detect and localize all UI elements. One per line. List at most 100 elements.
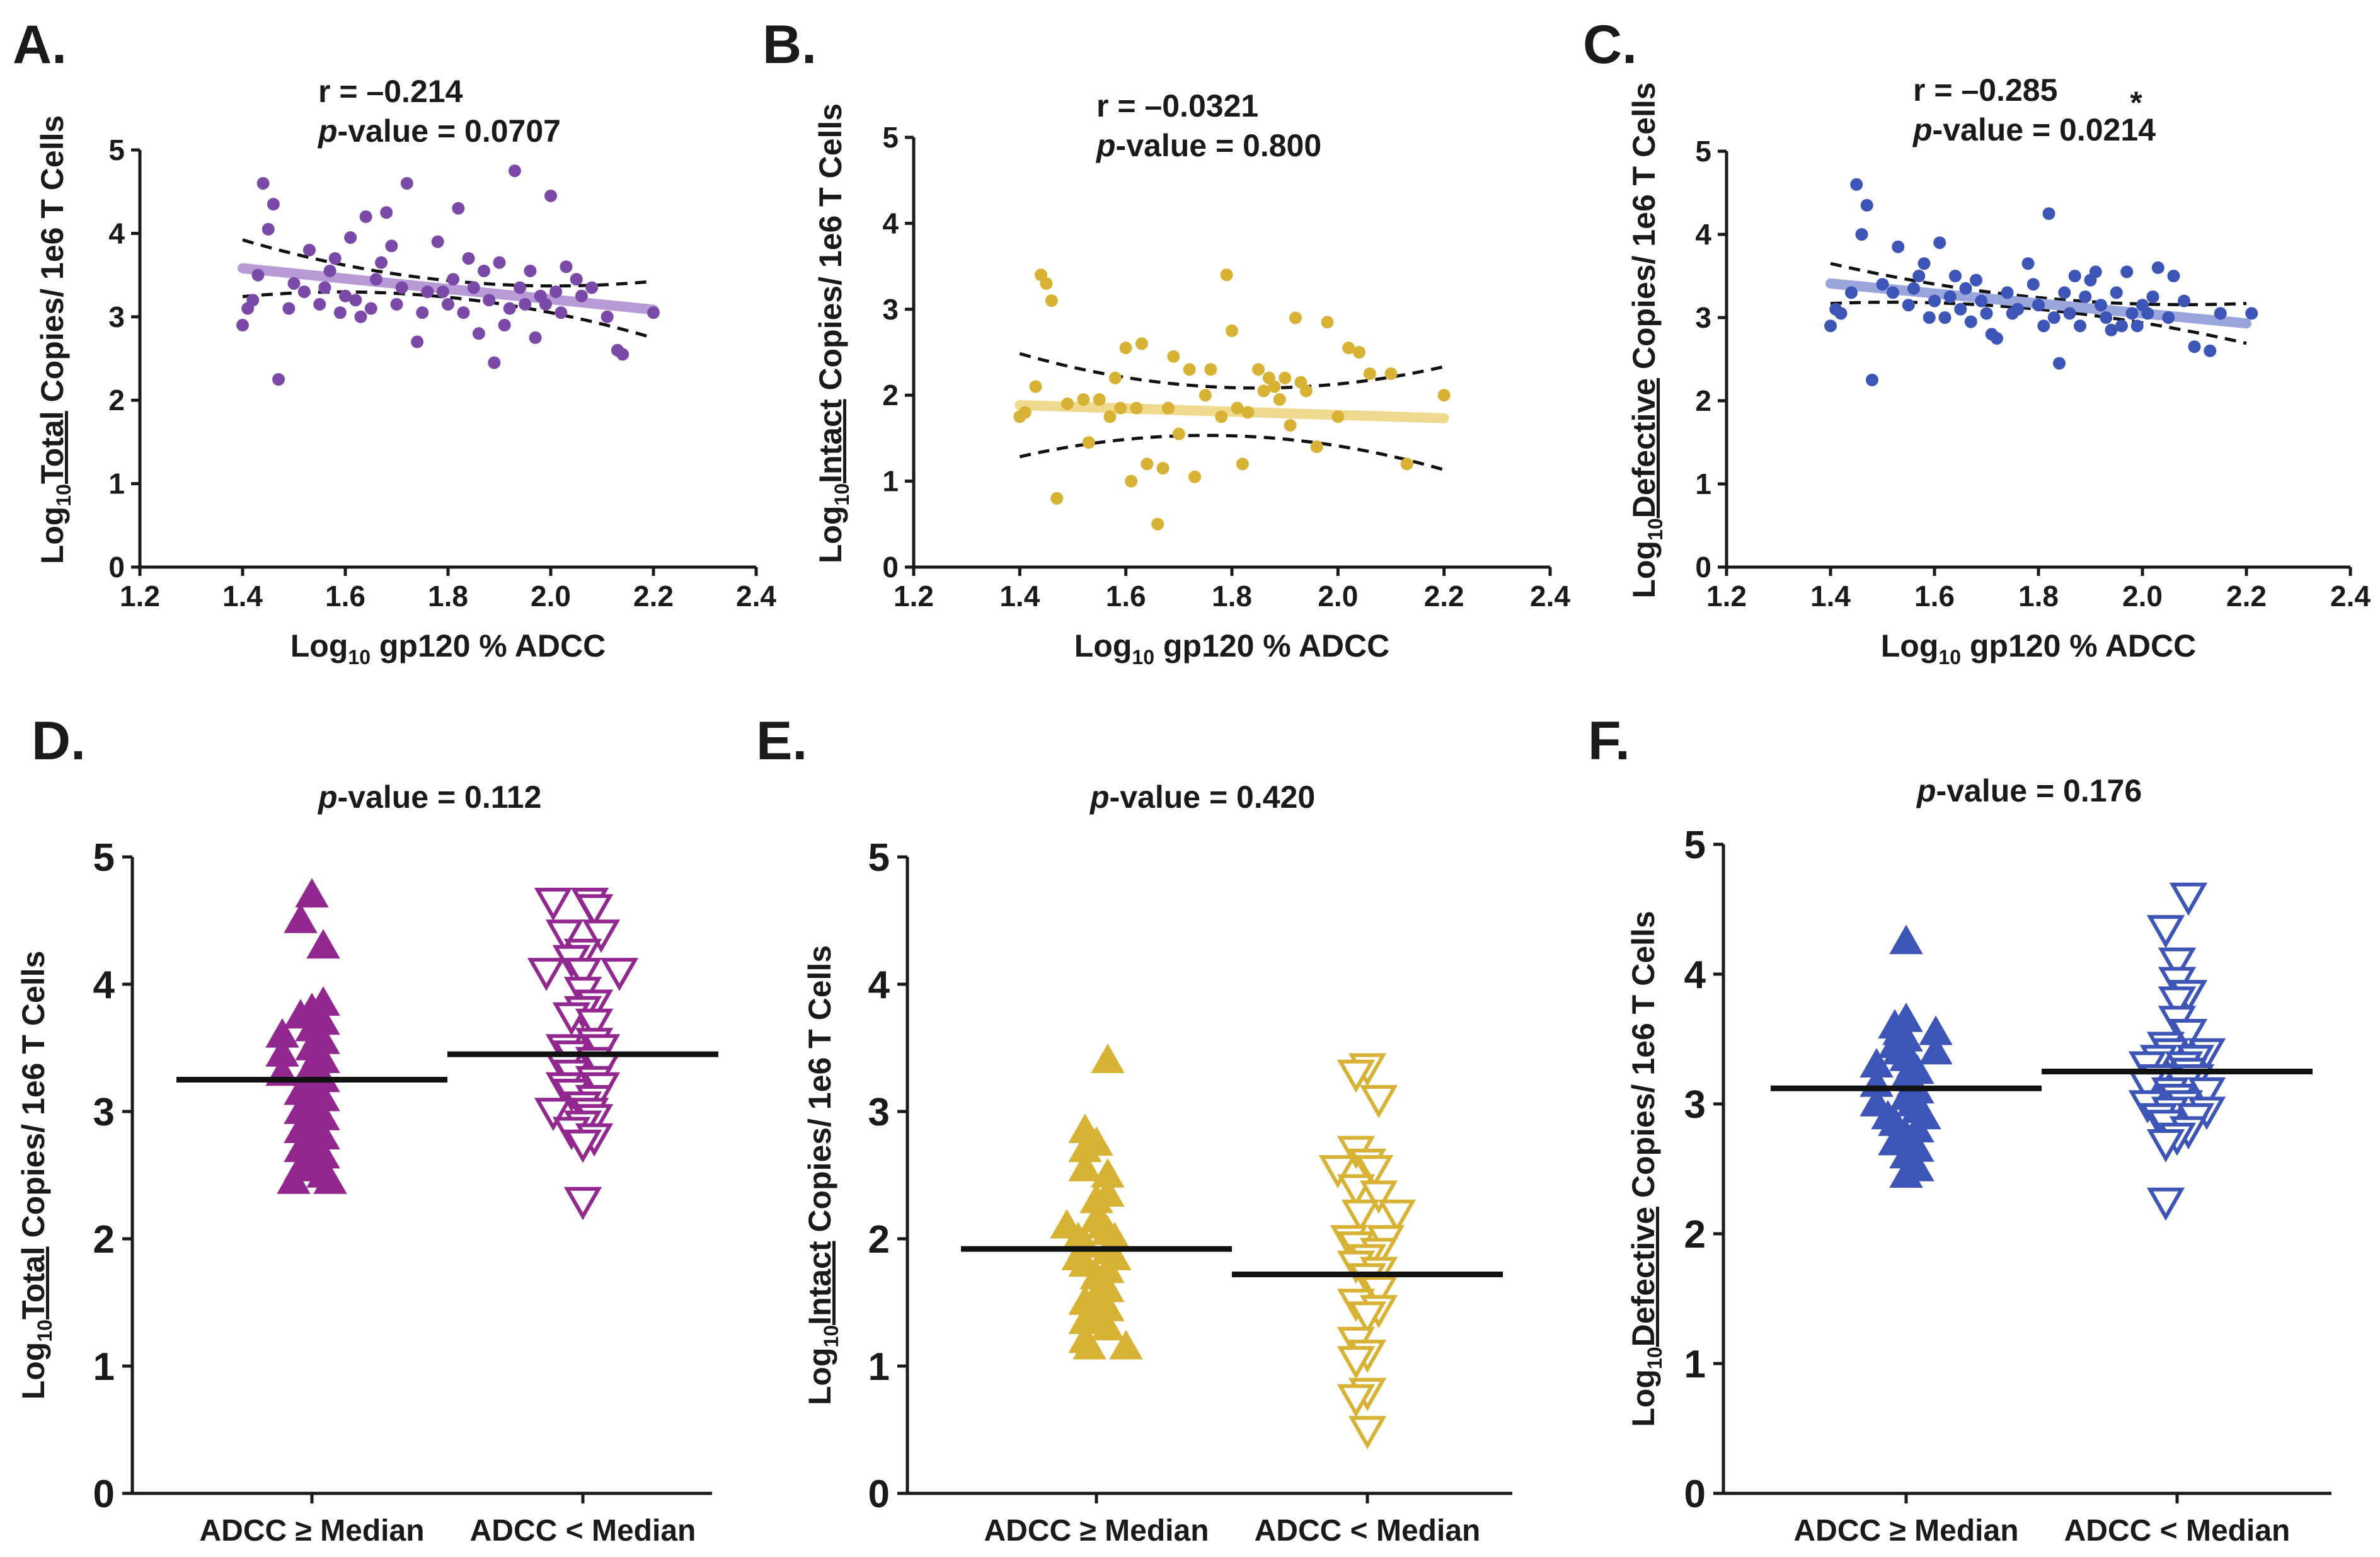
data-point-triangle-down bbox=[534, 887, 573, 921]
y-tick-label: 2 bbox=[1684, 1213, 1706, 1256]
data-point-triangle-up bbox=[277, 1164, 311, 1194]
y-tick-label: 2 bbox=[882, 379, 899, 411]
data-point-triangle-down bbox=[563, 1186, 602, 1221]
data-point bbox=[1082, 436, 1095, 449]
data-point bbox=[1172, 427, 1185, 440]
data-point bbox=[2053, 357, 2066, 370]
data-point bbox=[498, 319, 511, 332]
data-point bbox=[282, 302, 296, 315]
scatter-panel-a: A. r = –0.214 p-value = 0.0707 0 1 2 3 4 5 1.2 1.4… bbox=[13, 14, 776, 669]
data-point bbox=[2068, 270, 2081, 282]
y-tick-label: 4 bbox=[93, 963, 115, 1007]
data-point bbox=[1933, 236, 1946, 250]
data-point bbox=[2001, 286, 2014, 299]
data-point-triangle-up bbox=[284, 903, 318, 933]
data-point bbox=[488, 356, 501, 369]
data-point bbox=[333, 306, 347, 319]
y-tick-label: 1 bbox=[93, 1345, 115, 1389]
data-point bbox=[2037, 319, 2050, 333]
category-label: ADCC ≥ Median bbox=[199, 1514, 424, 1548]
y-tick-label: 3 bbox=[108, 301, 125, 333]
ylabel-underlined: Total bbox=[35, 411, 70, 484]
data-point bbox=[1268, 380, 1281, 393]
data-point-triangle-down bbox=[575, 1008, 614, 1042]
data-point bbox=[1928, 294, 1941, 307]
data-point bbox=[436, 285, 449, 299]
data-point bbox=[431, 235, 444, 248]
ylabel-subscript: 10 bbox=[820, 1325, 842, 1348]
xlabel-subscript: 10 bbox=[1938, 646, 1961, 669]
data-point bbox=[1061, 397, 1074, 410]
data-point bbox=[2089, 265, 2102, 279]
y-tick-label: 2 bbox=[108, 384, 125, 417]
data-point-triangle-down bbox=[1348, 1301, 1387, 1335]
data-point bbox=[1220, 268, 1233, 282]
data-point-triangle-up bbox=[313, 1164, 347, 1194]
ylabel-log: Log bbox=[1626, 541, 1662, 599]
scatter-panel-c: C. r = –0.285 p-value = 0.0214* 0 1 2 3 4 5 1.2 1.… bbox=[1583, 14, 2371, 669]
p-label: p bbox=[1916, 773, 1936, 808]
data-point-triangle-down bbox=[1337, 1059, 1376, 1093]
data-point-triangle-down bbox=[2146, 1129, 2185, 1163]
y-tick-label: 0 bbox=[93, 1473, 115, 1516]
significance-marker: * bbox=[2130, 85, 2142, 120]
data-point bbox=[503, 302, 516, 315]
data-point bbox=[493, 256, 506, 269]
data-point bbox=[570, 273, 583, 286]
data-point bbox=[400, 176, 413, 190]
data-point bbox=[2058, 286, 2071, 299]
data-point bbox=[457, 306, 470, 319]
data-point-triangle-up bbox=[1091, 1311, 1125, 1341]
x-tick-label: 2.0 bbox=[2122, 580, 2163, 612]
data-point-triangle-down bbox=[1359, 1085, 1398, 1118]
data-point bbox=[539, 297, 552, 311]
ylabel-underlined: Intact bbox=[813, 399, 848, 483]
data-point bbox=[2011, 302, 2024, 316]
x-tick-label: 1.4 bbox=[1810, 580, 1851, 612]
data-point-triangle-down bbox=[2146, 1187, 2185, 1221]
data-point bbox=[2146, 290, 2159, 303]
data-point bbox=[2115, 319, 2128, 333]
data-point-triangle-up bbox=[1091, 1043, 1125, 1073]
data-point bbox=[256, 176, 270, 190]
data-point bbox=[411, 335, 424, 348]
data-point-triangle-down bbox=[545, 919, 584, 953]
data-point-triangle-up bbox=[295, 878, 329, 908]
data-point bbox=[1964, 315, 1977, 328]
xlabel-subscript: 10 bbox=[348, 646, 371, 669]
data-point bbox=[1114, 401, 1127, 415]
data-point bbox=[1018, 406, 1032, 419]
data-point-triangle-down bbox=[534, 1098, 573, 1132]
dot-panel-f: F. p-value = 0.176 0 1 2 3 4 5 ADCC ≥ Median ADCC… bbox=[1588, 711, 2331, 1548]
data-point-triangle-down bbox=[582, 919, 621, 953]
y-tick-label: 3 bbox=[1684, 1083, 1706, 1127]
ylabel-subscript: 10 bbox=[1643, 1347, 1666, 1369]
data-point-triangle-up bbox=[1889, 924, 1923, 955]
data-point bbox=[2047, 311, 2061, 324]
data-point bbox=[1236, 457, 1249, 471]
p-value: -value = 0.800 bbox=[1116, 128, 1322, 163]
y-tick-label: 1 bbox=[1684, 1343, 1706, 1386]
data-point bbox=[1400, 457, 1413, 471]
data-point-triangle-up bbox=[1072, 1330, 1107, 1360]
x-tick-label: 2.4 bbox=[2330, 580, 2371, 612]
data-point-triangle-up bbox=[1889, 1158, 1923, 1188]
ylabel-subscript: 10 bbox=[831, 483, 853, 506]
data-point bbox=[1162, 401, 1175, 415]
ylabel-subscript: 10 bbox=[33, 1319, 56, 1342]
data-point bbox=[318, 281, 331, 294]
data-point bbox=[395, 281, 408, 294]
p-value: -value = 0.420 bbox=[1110, 779, 1316, 815]
data-point bbox=[2204, 344, 2217, 357]
category-label: ADCC < Median bbox=[1255, 1514, 1481, 1548]
data-point-triangle-down bbox=[2146, 915, 2185, 948]
data-point bbox=[447, 273, 460, 286]
data-point-triangle-down bbox=[1355, 1155, 1394, 1188]
xlabel-rest: gp120 % ADCC bbox=[1961, 628, 2196, 664]
x-axis-label: Log10 gp120 % ADCC bbox=[290, 628, 606, 669]
data-point bbox=[2188, 340, 2201, 353]
data-point bbox=[1226, 324, 1238, 337]
y-tick-label: 3 bbox=[93, 1091, 115, 1134]
data-point bbox=[2141, 307, 2154, 320]
y-tick-label: 1 bbox=[868, 1345, 890, 1389]
